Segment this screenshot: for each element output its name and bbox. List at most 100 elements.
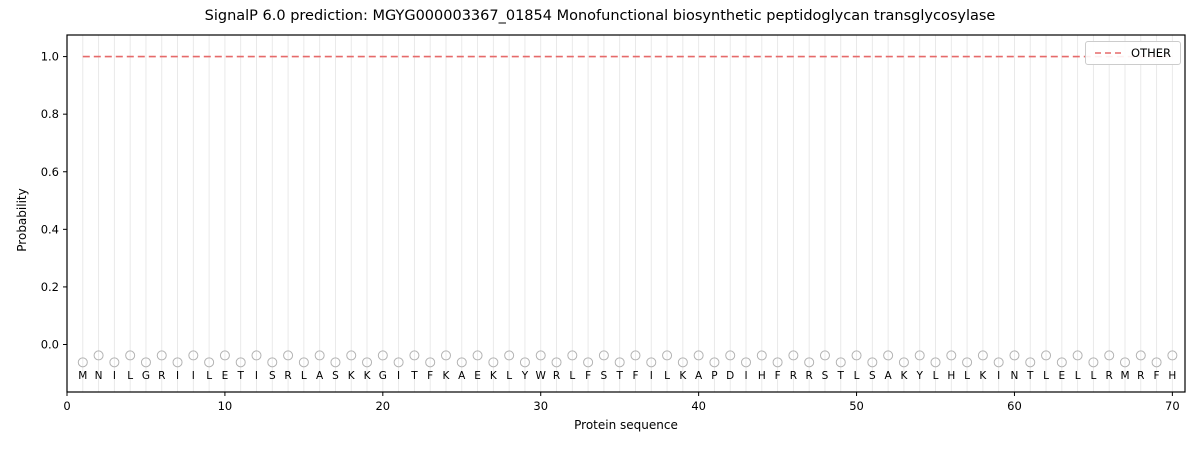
sequence-letter: M xyxy=(78,370,87,382)
y-tick-label: 0.6 xyxy=(41,165,59,179)
chart-title: SignalP 6.0 prediction: MGYG000003367_01… xyxy=(204,8,996,24)
sequence-letter: D xyxy=(726,370,734,382)
sequence-letter: T xyxy=(1026,370,1034,382)
sequence-letter: S xyxy=(269,370,276,382)
sequence-letter: M xyxy=(1120,370,1129,382)
sequence-letter: T xyxy=(615,370,623,382)
sequence-letter: K xyxy=(443,370,451,382)
sequence-letter: R xyxy=(1137,370,1144,382)
legend-label: OTHER xyxy=(1131,46,1171,60)
residue-marker xyxy=(77,357,88,368)
sequence-letter: E xyxy=(474,370,481,382)
sequence-letter: L xyxy=(1043,370,1049,382)
residue-marker xyxy=(898,357,909,368)
sequence-letter: L xyxy=(854,370,860,382)
sequence-letter: L xyxy=(569,370,575,382)
sequence-letter: I xyxy=(650,370,653,382)
sequence-letter: A xyxy=(316,370,324,382)
sequence-letter: T xyxy=(236,370,244,382)
residue-marker xyxy=(1119,357,1130,368)
sequence-letter: L xyxy=(1075,370,1081,382)
residue-marker xyxy=(693,350,704,361)
sequence-letter: I xyxy=(255,370,258,382)
sequence-letter: F xyxy=(427,370,433,382)
residue-marker xyxy=(851,350,862,361)
sequence-letter: F xyxy=(775,370,781,382)
residue-marker xyxy=(456,357,467,368)
residue-marker xyxy=(1025,357,1036,368)
residue-marker xyxy=(235,357,246,368)
sequence-letter: S xyxy=(601,370,608,382)
sequence-letter: R xyxy=(158,370,165,382)
residue-marker xyxy=(756,350,767,361)
sequence-letter: R xyxy=(790,370,797,382)
y-tick-label: 1.0 xyxy=(41,50,59,64)
y-tick-label: 0.8 xyxy=(41,107,59,121)
sequence-letter: L xyxy=(206,370,212,382)
sequence-letter: I xyxy=(113,370,116,382)
x-tick-label: 10 xyxy=(218,399,233,413)
sequence-letter: I xyxy=(397,370,400,382)
residue-marker xyxy=(283,350,294,361)
sequence-letter: L xyxy=(1090,370,1096,382)
sequence-letter: L xyxy=(933,370,939,382)
residue-marker xyxy=(677,357,688,368)
legend: OTHER xyxy=(1085,41,1181,65)
residue-marker xyxy=(598,350,609,361)
residue-marker xyxy=(709,357,720,368)
x-tick-label: 0 xyxy=(63,399,70,413)
sequence-letter: I xyxy=(744,370,747,382)
residue-marker xyxy=(551,357,562,368)
residue-marker xyxy=(646,357,657,368)
sequence-letter: E xyxy=(222,370,229,382)
sequence-letter: H xyxy=(758,370,766,382)
residue-marker xyxy=(1135,350,1146,361)
x-tick-label: 20 xyxy=(375,399,390,413)
residue-marker xyxy=(1009,350,1020,361)
residue-marker xyxy=(946,350,957,361)
residue-marker xyxy=(1151,357,1162,368)
residue-marker xyxy=(1104,350,1115,361)
x-tick-label: 30 xyxy=(533,399,548,413)
sequence-letter: I xyxy=(997,370,1000,382)
sequence-letter: K xyxy=(490,370,498,382)
sequence-letter: T xyxy=(410,370,418,382)
residue-marker xyxy=(125,350,136,361)
residue-marker xyxy=(504,350,515,361)
residue-marker xyxy=(188,350,199,361)
residue-marker xyxy=(567,350,578,361)
residue-marker xyxy=(1056,357,1067,368)
sequence-letter: R xyxy=(806,370,813,382)
sequence-letter: A xyxy=(695,370,703,382)
sequence-letter: G xyxy=(142,370,150,382)
residue-marker xyxy=(1167,350,1178,361)
sequence-letter: K xyxy=(364,370,372,382)
residue-marker xyxy=(440,350,451,361)
residue-marker xyxy=(914,350,925,361)
residue-marker xyxy=(867,357,878,368)
sequence-letter: I xyxy=(176,370,179,382)
sequence-letter: S xyxy=(869,370,876,382)
residue-marker xyxy=(535,350,546,361)
residue-marker xyxy=(819,350,830,361)
x-tick-label: 60 xyxy=(1007,399,1022,413)
sequence-letter: A xyxy=(885,370,893,382)
sequence-letter: F xyxy=(1154,370,1160,382)
residue-marker xyxy=(409,350,420,361)
sequence-letter: K xyxy=(900,370,908,382)
residue-marker xyxy=(835,357,846,368)
sequence-letter: S xyxy=(332,370,339,382)
sequence-letter: Y xyxy=(521,370,529,382)
residue-marker xyxy=(393,357,404,368)
residue-marker xyxy=(583,357,594,368)
y-tick-label: 0.0 xyxy=(41,337,59,351)
residue-marker xyxy=(614,357,625,368)
residue-marker xyxy=(93,350,104,361)
residue-marker xyxy=(772,357,783,368)
residue-marker xyxy=(630,350,641,361)
residue-marker xyxy=(109,357,120,368)
residue-marker xyxy=(156,350,167,361)
sequence-letter: H xyxy=(947,370,955,382)
sequence-letter: F xyxy=(632,370,638,382)
residue-marker xyxy=(267,357,278,368)
